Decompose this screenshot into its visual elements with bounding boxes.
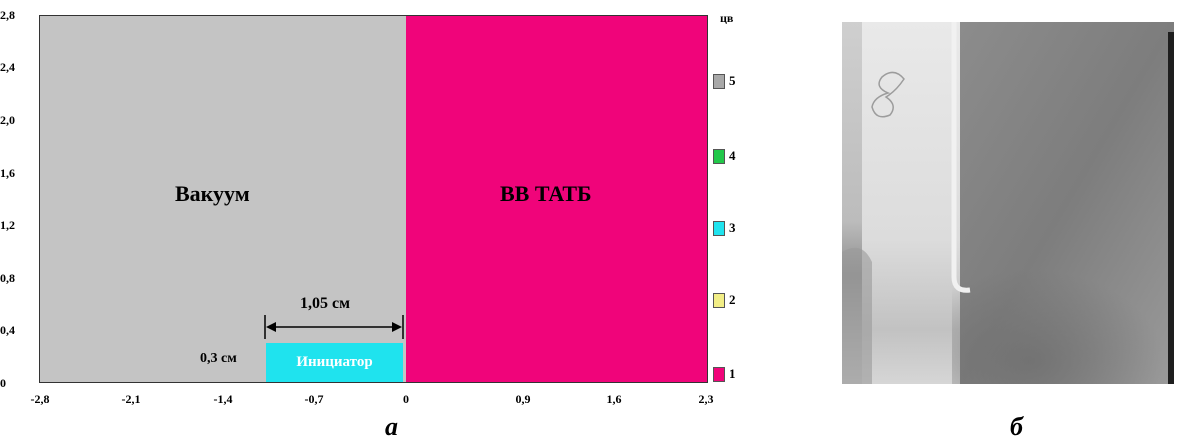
y-tick-label: 1,2 [0,218,15,232]
initiator-region: Инициатор [266,343,403,382]
x-tick-label: -2,1 [121,392,141,406]
legend-label-2: 2 [729,292,736,307]
legend-label-5: 5 [729,73,736,88]
x-tick-label: 0 [403,392,409,406]
legend-label-1: 1 [729,366,736,381]
caption-a: а [385,412,398,441]
legend-title: цв [720,11,734,25]
x-tick-label: 1,6 [606,392,622,406]
initiator-label: Инициатор [296,354,373,370]
dimension-width-label: 1,05 см [300,295,350,312]
y-tick-label: 0 [0,376,6,390]
radiograph-image [842,22,1174,384]
legend-swatch-5 [713,74,725,89]
caption-b: б [1010,412,1023,441]
x-tick-label: -1,4 [213,392,233,406]
y-tick-label: 2,8 [0,8,15,22]
dimension-height-label: 0,3 см [200,351,237,366]
legend-label-4: 4 [729,148,736,163]
y-tick-label: 2,4 [0,60,15,74]
explosive-region [406,15,708,383]
y-tick-label: 0,8 [0,271,15,285]
vacuum-label: Вакуум [175,181,250,206]
x-tick-label: -2,8 [30,392,50,406]
simulation-domain [39,15,708,383]
legend-label-3: 3 [729,220,736,235]
y-tick-label: 2,0 [0,113,15,127]
dimension-arrow [264,315,404,339]
y-tick-label: 0,4 [0,323,15,337]
y-tick-label: 1,6 [0,166,15,180]
legend-swatch-4 [713,149,725,164]
experiment-photo [842,22,1174,384]
legend-swatch-2 [713,293,725,308]
plot-frame [39,15,708,383]
legend-swatch-1 [713,367,725,382]
vacuum-region [39,15,406,383]
x-tick-label: 0,9 [515,392,531,406]
explosive-label: ВВ ТАТБ [500,181,592,206]
legend-swatch-3 [713,221,725,236]
x-tick-label: 2,3 [698,392,714,406]
x-tick-label: -0,7 [304,392,324,406]
